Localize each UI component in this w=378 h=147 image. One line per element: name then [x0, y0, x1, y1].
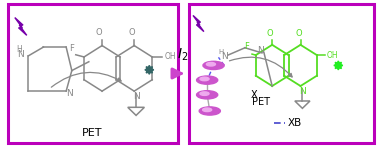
- Polygon shape: [145, 65, 154, 74]
- Circle shape: [203, 108, 212, 112]
- Circle shape: [200, 92, 209, 95]
- Text: O: O: [129, 29, 135, 37]
- Text: OH: OH: [164, 52, 176, 61]
- Polygon shape: [334, 61, 343, 70]
- Circle shape: [203, 61, 224, 70]
- Text: N: N: [17, 50, 23, 59]
- Bar: [189, 4, 374, 143]
- Text: H: H: [218, 49, 224, 55]
- Text: O: O: [266, 29, 273, 38]
- Text: OH: OH: [327, 51, 339, 60]
- Text: N: N: [133, 92, 139, 101]
- Text: X: X: [251, 90, 257, 100]
- Text: N: N: [257, 46, 263, 55]
- Circle shape: [199, 107, 220, 115]
- Bar: [8, 4, 178, 143]
- Text: N: N: [66, 89, 73, 98]
- Polygon shape: [193, 15, 204, 32]
- Text: PET: PET: [252, 97, 270, 107]
- Text: XB: XB: [287, 118, 302, 128]
- Text: H: H: [16, 45, 22, 54]
- Polygon shape: [15, 18, 27, 35]
- Circle shape: [206, 62, 215, 66]
- Text: N: N: [299, 87, 306, 96]
- Text: F: F: [69, 44, 74, 53]
- Circle shape: [197, 91, 218, 99]
- Circle shape: [200, 77, 209, 81]
- Text: $\it{I_2}$: $\it{I_2}$: [177, 46, 188, 63]
- Text: F: F: [244, 42, 249, 51]
- Text: O: O: [295, 29, 302, 38]
- Text: N: N: [221, 52, 228, 61]
- Circle shape: [197, 76, 218, 84]
- Text: PET: PET: [82, 128, 103, 138]
- Text: O: O: [96, 29, 102, 37]
